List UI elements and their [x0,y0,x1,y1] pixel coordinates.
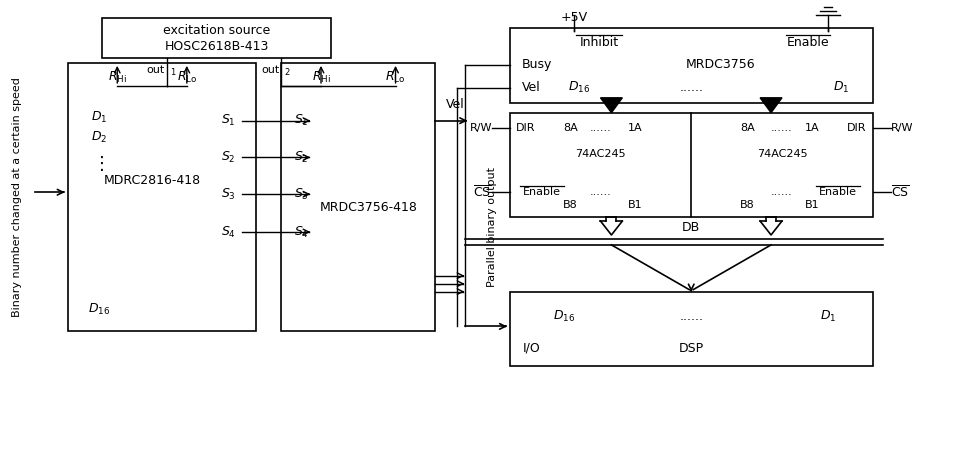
Text: MRDC3756: MRDC3756 [686,58,756,71]
Text: $D_{16}$: $D_{16}$ [569,80,590,96]
Bar [510,113,873,217]
Text: Binary number changed at a certain speed: Binary number changed at a certain speed [12,77,22,317]
Text: ......: ...... [590,122,611,133]
Polygon shape [760,98,782,113]
Text: 1A: 1A [804,122,819,133]
Text: ......: ...... [679,81,703,94]
Text: Enable: Enable [819,187,857,197]
Text: HOSC2618B-413: HOSC2618B-413 [165,40,268,53]
Text: DB: DB [682,221,701,234]
Text: ......: ...... [679,310,703,323]
Text: R/W: R/W [469,122,492,133]
Text: excitation source: excitation source [163,24,270,37]
Bar [510,28,873,103]
Text: B1: B1 [628,200,642,210]
Text: DIR: DIR [516,122,536,133]
Text: ⋮: ⋮ [93,155,111,173]
Text: Vel: Vel [522,81,541,94]
Text: Busy: Busy [521,58,552,71]
Text: $S_1$: $S_1$ [294,113,308,128]
Text: $R_\mathrm{Hi}$: $R_\mathrm{Hi}$ [311,70,330,85]
Text: 2: 2 [284,69,290,77]
Text: DSP: DSP [678,342,703,355]
Bar [281,63,435,331]
Text: $S_3$: $S_3$ [221,186,236,202]
Text: $\overline{\mathrm{CS}}$: $\overline{\mathrm{CS}}$ [473,185,492,200]
Text: $S_4$: $S_4$ [221,224,236,239]
Text: 74AC245: 74AC245 [576,149,626,159]
Text: 1A: 1A [628,122,642,133]
Text: $R_\mathrm{Hi}$: $R_\mathrm{Hi}$ [108,70,127,85]
Text: out: out [261,65,279,75]
Text: 1: 1 [170,69,175,77]
Text: Parallel binary output: Parallel binary output [487,167,497,287]
Text: $\overline{\mathrm{CS}}$: $\overline{\mathrm{CS}}$ [891,185,909,200]
Bar [103,18,331,58]
Text: 74AC245: 74AC245 [757,149,807,159]
Text: $S_4$: $S_4$ [294,224,308,239]
Bar [510,292,873,366]
Text: $S_2$: $S_2$ [221,150,235,165]
Text: ......: ...... [590,187,611,197]
Text: $D_{16}$: $D_{16}$ [88,302,110,317]
Bar [607,98,616,103]
Text: Vel: Vel [446,98,464,111]
Text: B1: B1 [804,200,819,210]
Text: out: out [146,65,165,75]
Text: Enable: Enable [787,36,829,48]
Bar [766,98,776,103]
Text: I/O: I/O [523,342,541,355]
Text: B8: B8 [739,200,755,210]
Polygon shape [601,98,622,113]
Text: B8: B8 [563,200,578,210]
Text: 8A: 8A [563,122,578,133]
Text: DIR: DIR [847,122,866,133]
Text: ......: ...... [771,187,793,197]
Text: R/W: R/W [891,122,913,133]
Bar [68,63,257,331]
Text: ......: ...... [771,122,793,133]
Text: $S_3$: $S_3$ [294,186,308,202]
Text: $D_1$: $D_1$ [91,110,108,125]
Text: MRDC3756-418: MRDC3756-418 [319,201,417,213]
Text: $R_\mathrm{Lo}$: $R_\mathrm{Lo}$ [176,70,197,85]
Text: Enable: Enable [522,187,561,197]
Text: Inhibit: Inhibit [579,36,619,48]
Text: +5V: +5V [561,11,588,24]
Text: $D_1$: $D_1$ [820,309,836,324]
Text: MDRC2816-418: MDRC2816-418 [104,174,201,187]
Text: $D_1$: $D_1$ [832,80,849,96]
Text: 8A: 8A [739,122,755,133]
Text: $D_{16}$: $D_{16}$ [553,309,576,324]
Text: $D_2$: $D_2$ [91,130,108,145]
Text: $S_2$: $S_2$ [294,150,308,165]
Text: $R_\mathrm{Lo}$: $R_\mathrm{Lo}$ [386,70,406,85]
Text: $S_1$: $S_1$ [221,113,235,128]
